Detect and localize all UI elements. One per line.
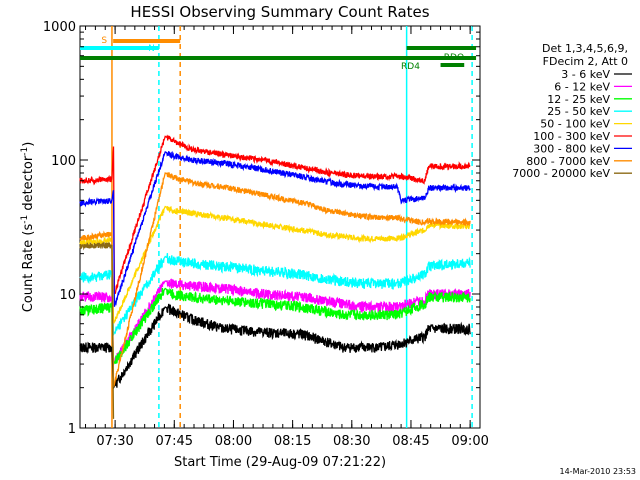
y-label-end: ) — [21, 142, 36, 147]
state-bar-label: N — [148, 44, 155, 54]
legend-entry-label: 3 - 6 keV — [561, 68, 610, 81]
series-line — [79, 303, 471, 390]
y-label-sup1: -1 — [20, 215, 30, 224]
y-axis-label: Count Rate (s-1 detector-1) — [20, 142, 36, 313]
legend-header-2: FDecim 2, Att 0 — [543, 55, 628, 68]
legend-entry-label: 6 - 12 keV — [554, 80, 610, 93]
legend-entry-label: 12 - 25 keV — [547, 93, 610, 106]
x-tick-label: 08:30 — [333, 434, 370, 449]
series-line — [79, 287, 471, 366]
legend-entry-label: 25 - 50 keV — [547, 105, 610, 118]
x-tick-label: 07:45 — [156, 434, 193, 449]
tick-layer: 1 10 100 1000 07:30 07:45 08:00 08:15 08:30 08:45… — [43, 20, 489, 449]
y-tick-label: 1000 — [43, 20, 76, 35]
timestamp: 14-Mar-2010 23:53 — [560, 467, 637, 476]
state-bar-label: RD4 — [401, 62, 420, 72]
x-tick-label: 09:00 — [451, 434, 488, 449]
legend-header-1: Det 1,3,4,5,6,9, — [542, 42, 628, 55]
x-tick-label: 08:15 — [274, 434, 311, 449]
legend: Det 1,3,4,5,6,9, FDecim 2, Att 0 3 - 6 k… — [512, 42, 632, 180]
x-tick-label: 08:45 — [392, 434, 429, 449]
legend-entry-label: 800 - 7000 keV — [526, 155, 610, 168]
y-label-sup2: -1 — [20, 147, 30, 156]
state-bars: SNRDORD4 — [80, 36, 477, 72]
y-label-mid: detector — [21, 155, 36, 215]
y-label-main: Count Rate (s — [21, 224, 36, 313]
legend-entry-label: 7000 - 20000 keV — [512, 167, 610, 180]
legend-entry-label: 300 - 800 keV — [533, 142, 610, 155]
series-layer — [79, 134, 471, 419]
plot-frame — [79, 25, 481, 429]
x-tick-label: 08:00 — [215, 434, 252, 449]
series-line — [79, 171, 471, 387]
x-axis-label: Start Time (29-Aug-09 07:21:22) — [174, 455, 386, 470]
x-tick-label: 07:30 — [96, 434, 133, 449]
y-tick-label: 100 — [51, 154, 76, 169]
y-tick-label: 1 — [68, 422, 76, 437]
y-tick-label: 10 — [59, 288, 76, 303]
series-line — [79, 241, 115, 419]
state-bar-label: S — [101, 36, 107, 46]
series-line — [79, 134, 471, 294]
series-line — [79, 278, 471, 366]
legend-entry-label: 100 - 300 keV — [533, 130, 610, 143]
chart-title: HESSI Observing Summary Count Rates — [130, 3, 429, 21]
series-line — [79, 253, 471, 336]
series-line — [79, 205, 471, 324]
legend-entry-label: 50 - 100 keV — [540, 118, 610, 131]
series-line — [79, 150, 471, 307]
